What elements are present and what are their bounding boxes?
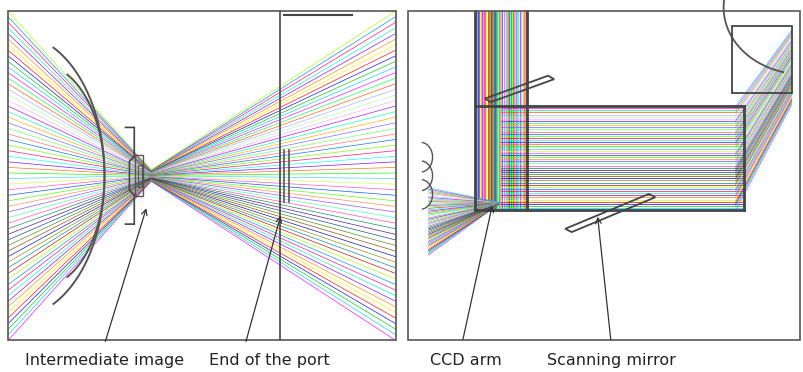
Bar — [731, 26, 791, 93]
Text: Scanning mirror: Scanning mirror — [546, 353, 675, 368]
Text: CCD arm: CCD arm — [430, 353, 502, 368]
Bar — [138, 165, 142, 187]
Bar — [408, 11, 799, 340]
Bar — [135, 155, 143, 196]
Text: Intermediate image: Intermediate image — [25, 353, 184, 368]
Text: End of the port: End of the port — [209, 353, 329, 368]
Bar — [8, 11, 395, 340]
